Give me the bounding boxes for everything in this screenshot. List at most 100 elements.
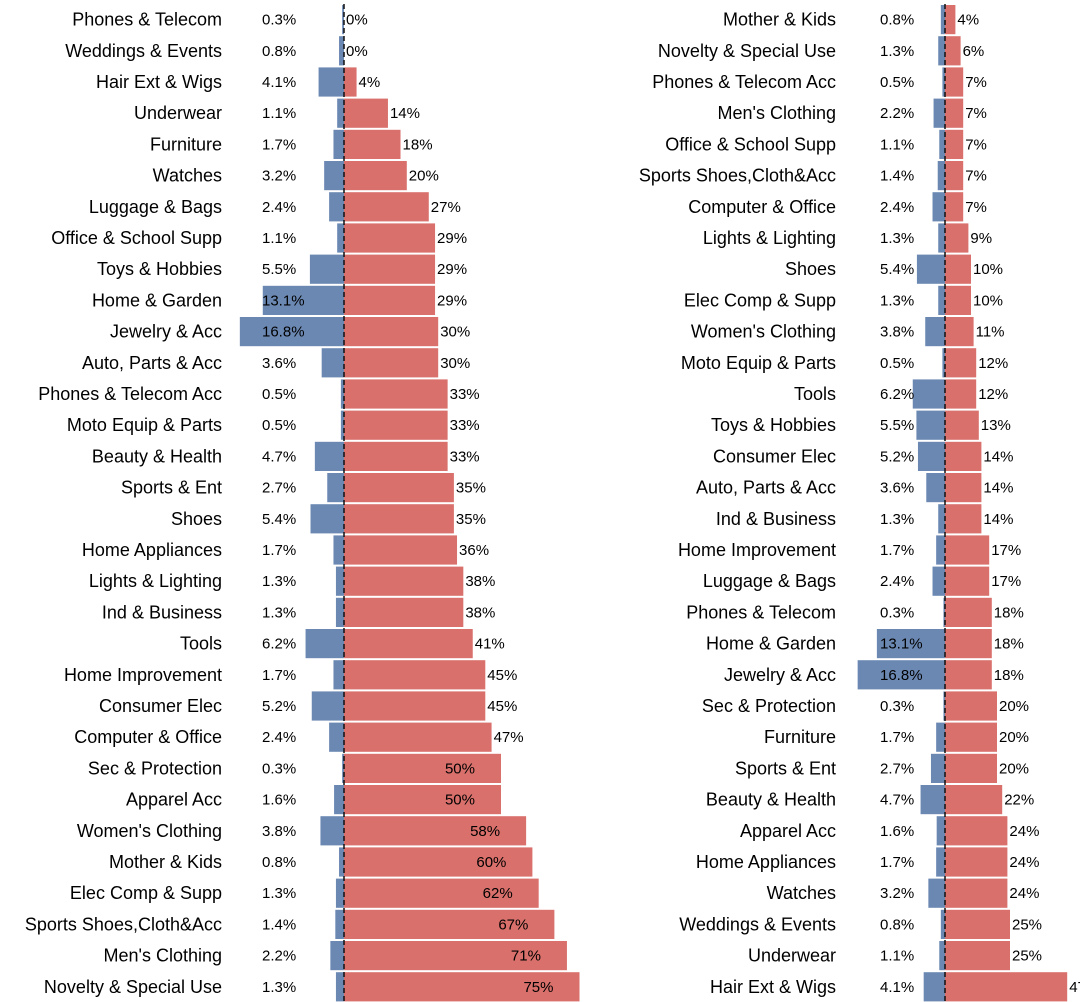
left-value-label: 0.3%	[262, 760, 296, 777]
left-value-label: 1.3%	[262, 979, 296, 996]
left-bar	[916, 254, 945, 284]
category-label: Auto, Parts & Acc	[82, 353, 222, 373]
left-value-label: 1.1%	[262, 230, 296, 247]
right-bar	[344, 223, 436, 253]
right-bar	[344, 317, 439, 347]
category-label: Watches	[767, 883, 836, 903]
right-bar	[344, 129, 401, 159]
right-bar	[945, 629, 992, 659]
right-value-label: 33%	[450, 417, 480, 434]
left-value-label: 0.3%	[880, 698, 914, 715]
right-bar	[344, 254, 436, 284]
left-value-label: 3.6%	[262, 355, 296, 372]
left-value-label: 16.8%	[880, 667, 923, 684]
category-label: Novelty & Special Use	[44, 977, 222, 997]
left-bar	[335, 909, 344, 939]
left-value-label: 4.7%	[262, 448, 296, 465]
category-label: Home Appliances	[82, 540, 222, 560]
left-bar	[938, 285, 945, 315]
left-value-label: 0.5%	[880, 74, 914, 91]
right-value-label: 41%	[475, 636, 505, 653]
category-label: Elec Comp & Supp	[684, 290, 836, 310]
left-value-label: 1.3%	[262, 604, 296, 621]
left-value-label: 1.1%	[262, 105, 296, 122]
right-value-label: 24%	[1009, 885, 1039, 902]
category-label: Auto, Parts & Acc	[696, 478, 836, 498]
category-label: Phones & Telecom Acc	[652, 72, 836, 92]
right-bar	[945, 691, 997, 721]
right-bar	[945, 473, 982, 503]
right-value-label: 17%	[991, 542, 1021, 559]
left-bar	[335, 566, 344, 596]
category-label: Home & Garden	[92, 290, 222, 310]
right-bar	[945, 441, 982, 471]
left-bar	[942, 348, 945, 378]
left-bar	[340, 410, 344, 440]
left-value-label: 0.3%	[880, 604, 914, 621]
left-value-label: 3.6%	[880, 480, 914, 497]
left-value-label: 4.1%	[880, 979, 914, 996]
left-bar	[940, 909, 945, 939]
right-bar	[945, 192, 964, 222]
right-value-label: 25%	[1012, 916, 1042, 933]
category-label: Furniture	[764, 727, 836, 747]
left-value-label: 0.5%	[262, 417, 296, 434]
category-label: Mother & Kids	[109, 852, 222, 872]
left-value-label: 0.5%	[262, 386, 296, 403]
right-bar	[945, 816, 1008, 846]
right-bar	[344, 379, 448, 409]
right-bar	[344, 535, 458, 565]
category-label: Elec Comp & Supp	[70, 883, 222, 903]
category-label: Luggage & Bags	[89, 197, 222, 217]
category-label: Shoes	[171, 509, 222, 529]
category-label: Weddings & Events	[679, 914, 836, 934]
left-bar	[309, 254, 344, 284]
right-value-label: 35%	[456, 480, 486, 497]
left-bar	[333, 535, 344, 565]
right-value-label: 20%	[999, 760, 1029, 777]
right-value-label: 45%	[487, 667, 517, 684]
left-value-label: 1.7%	[880, 854, 914, 871]
left-bar	[937, 161, 945, 191]
category-label: Beauty & Health	[92, 446, 222, 466]
left-value-label: 1.4%	[880, 168, 914, 185]
left-bar	[932, 566, 945, 596]
left-bar	[938, 36, 945, 66]
left-bar	[310, 504, 344, 534]
left-bar	[324, 161, 344, 191]
left-value-label: 3.8%	[262, 823, 296, 840]
right-bar	[344, 410, 448, 440]
category-label: Phones & Telecom	[72, 10, 222, 30]
right-bar	[344, 98, 388, 128]
left-value-label: 2.4%	[880, 573, 914, 590]
right-bar	[945, 317, 974, 347]
category-label: Toys & Hobbies	[711, 415, 836, 435]
right-bar	[344, 161, 407, 191]
left-bar	[912, 379, 945, 409]
category-label: Apparel Acc	[126, 790, 222, 810]
category-label: Tools	[180, 634, 222, 654]
left-value-label: 13.1%	[880, 636, 923, 653]
left-bar	[917, 441, 945, 471]
left-bar	[327, 473, 344, 503]
right-bar	[344, 785, 501, 815]
right-bar	[945, 254, 971, 284]
right-bar	[945, 909, 1010, 939]
category-label: Office & School Supp	[51, 228, 222, 248]
left-value-label: 1.6%	[262, 792, 296, 809]
right-bar	[945, 535, 990, 565]
left-bar	[330, 941, 344, 971]
left-value-label: 2.4%	[880, 199, 914, 216]
right-value-label: 29%	[437, 292, 467, 309]
category-label: Men's Clothing	[104, 946, 223, 966]
right-value-label: 17%	[991, 573, 1021, 590]
category-label: Sports Shoes,Cloth&Acc	[639, 166, 836, 186]
right-value-label: 24%	[1009, 823, 1039, 840]
left-bar	[943, 597, 945, 627]
right-bar	[945, 597, 992, 627]
right-bar	[945, 753, 997, 783]
left-value-label: 13.1%	[262, 292, 305, 309]
right-value-label: 50%	[445, 760, 475, 777]
right-bar	[344, 348, 439, 378]
left-value-label: 1.3%	[880, 43, 914, 60]
